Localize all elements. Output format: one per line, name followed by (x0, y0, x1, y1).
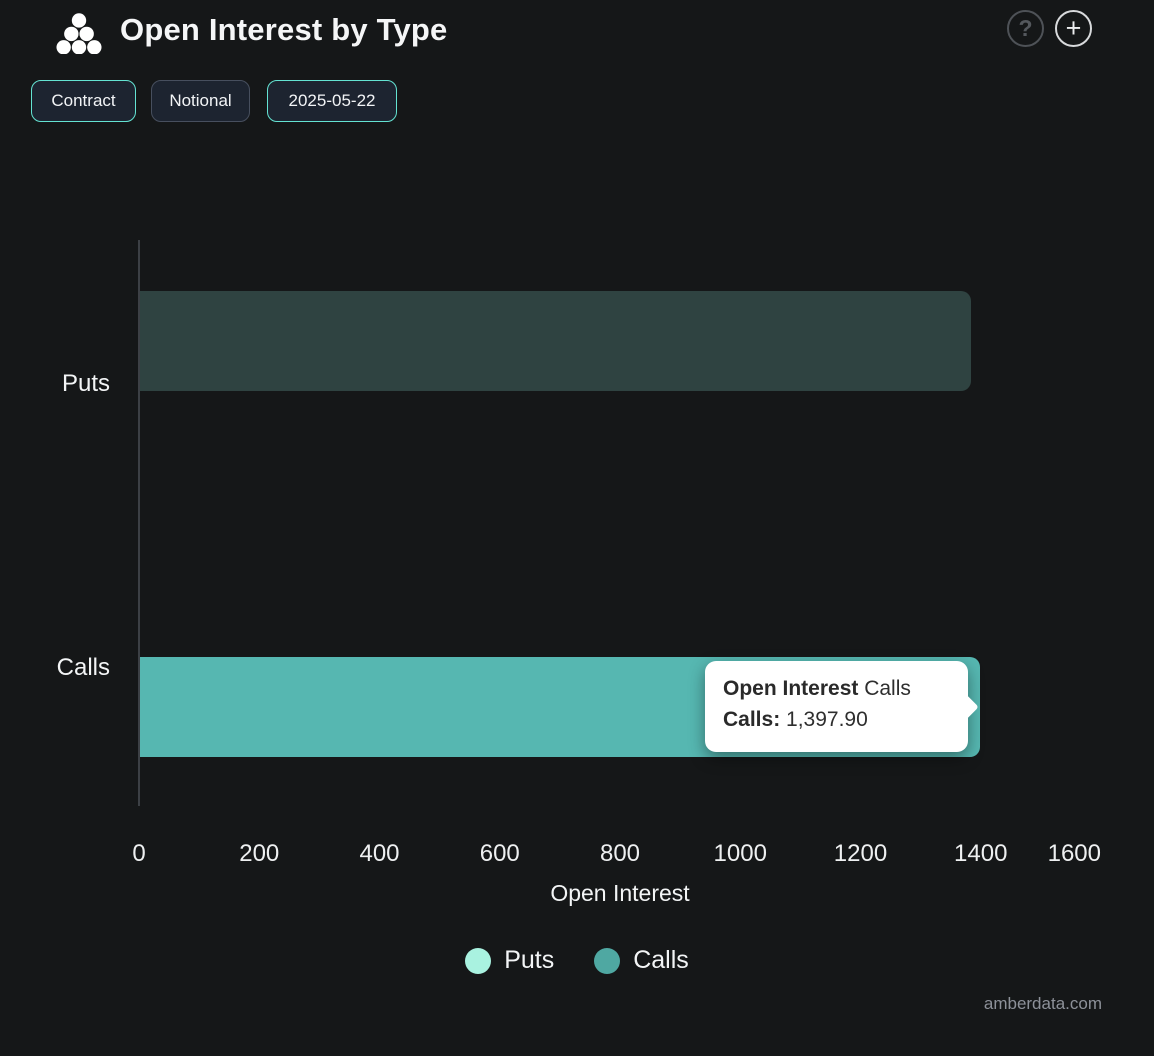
x-tick-label: 1000 (713, 840, 767, 867)
puts-legend-dot-icon (465, 947, 492, 974)
x-tick-label: 400 (359, 840, 400, 867)
legend-label-calls: Calls (633, 946, 689, 974)
x-tick-label: 600 (479, 840, 520, 867)
y-axis-label-calls: Calls (56, 654, 110, 681)
notional-button[interactable]: Notional (151, 80, 250, 122)
x-tick-label: 1600 (1047, 840, 1101, 867)
y-axis-line (138, 240, 140, 806)
tooltip-title: Open Interest Calls (723, 677, 911, 700)
x-tick-label: 0 (132, 840, 146, 867)
date-filter-button[interactable]: 2025-05-22 (267, 80, 397, 122)
calls-legend-dot-icon (594, 947, 621, 974)
chart-tooltip: Open Interest Calls Calls: 1,397.90 (705, 661, 968, 752)
legend-label-puts: Puts (504, 946, 555, 974)
x-tick-label: 1400 (954, 840, 1008, 867)
page-title: Open Interest by Type (120, 12, 448, 47)
x-tick-label: 800 (599, 840, 641, 867)
contract-button[interactable]: Contract (31, 80, 136, 122)
chart-legend: Puts Calls (0, 946, 1154, 975)
help-icon[interactable]: ? (1007, 10, 1044, 47)
amberdata-logo-icon (56, 13, 102, 54)
add-icon[interactable]: + (1055, 10, 1092, 47)
y-axis-label-puts: Puts (61, 370, 110, 397)
legend-item-calls[interactable]: Calls (594, 946, 689, 975)
legend-item-puts[interactable]: Puts (465, 946, 554, 975)
x-tick-label: 200 (239, 840, 280, 867)
puts-bar[interactable] (140, 291, 971, 391)
x-axis-title: Open Interest (550, 880, 690, 906)
x-tick-label: 1200 (833, 840, 888, 867)
watermark: amberdata.com (983, 994, 1102, 1013)
tooltip-value-row: Calls: 1,397.90 (723, 708, 868, 731)
